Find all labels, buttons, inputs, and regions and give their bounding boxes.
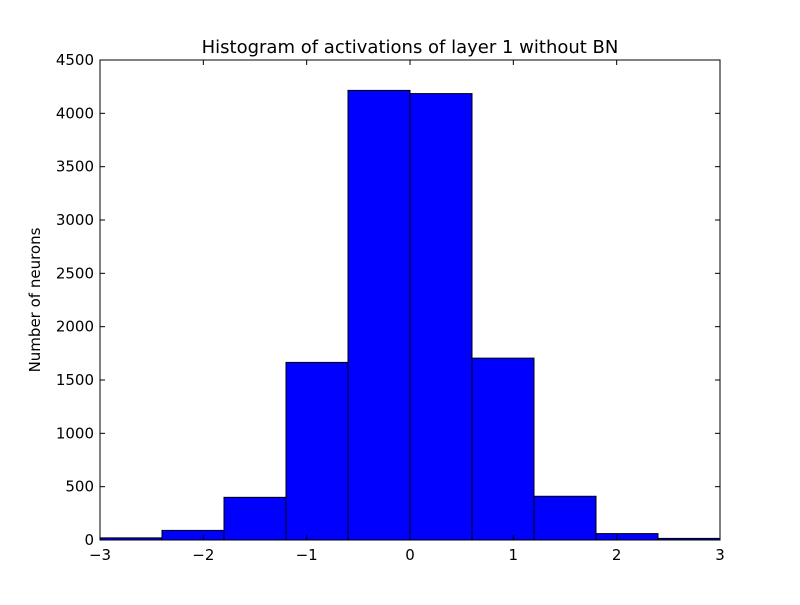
x-tick-label: 1: [509, 546, 519, 564]
y-tick-label: 3000: [56, 211, 94, 229]
histogram-bar: [409, 93, 473, 541]
y-tick-label: 2000: [56, 318, 94, 336]
x-tick-label: 2: [612, 546, 622, 564]
y-tick-label: 0: [84, 531, 94, 549]
y-tick-label: 2500: [56, 264, 94, 282]
histogram-bar: [223, 496, 287, 541]
bars-layer: [99, 89, 721, 541]
x-tick-label: −3: [89, 546, 111, 564]
histogram-bar: [285, 361, 349, 541]
histogram-bar: [595, 533, 659, 541]
plot-frame: [99, 59, 721, 541]
y-tick-label: 3500: [56, 158, 94, 176]
y-tick-label: 4500: [56, 51, 94, 69]
histogram-bar: [533, 495, 597, 541]
x-tick-label: −1: [296, 546, 318, 564]
chart-title: Histogram of activations of layer 1 with…: [202, 37, 619, 58]
y-tick-label: 500: [65, 478, 94, 496]
y-tick-label: 1500: [56, 371, 94, 389]
x-tick-label: −2: [192, 546, 214, 564]
histogram-bar: [161, 529, 225, 541]
histogram-bar: [347, 89, 411, 541]
histogram-bar: [471, 357, 535, 541]
y-tick-label: 1000: [56, 424, 94, 442]
y-tick-label: 4000: [56, 104, 94, 122]
x-tick-label: 3: [715, 546, 725, 564]
x-tick-label: 0: [405, 546, 415, 564]
y-axis-label: Number of neurons: [26, 227, 44, 372]
